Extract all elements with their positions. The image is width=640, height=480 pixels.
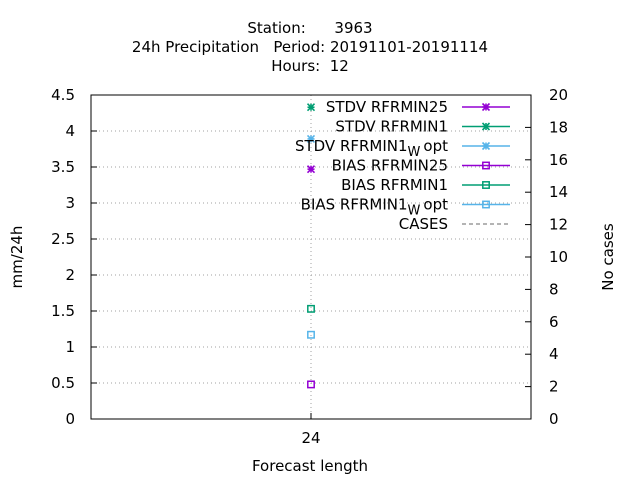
y-axis-ticks: 0 0.5 1 1.5 2 2.5 3 3.5 4 4.5	[51, 86, 97, 428]
y-tick-label: 0.5	[51, 374, 75, 392]
legend-suffix: opt	[423, 196, 448, 214]
x-axis-ticks: 24	[301, 413, 321, 447]
title-station: Station: 3963	[247, 19, 372, 37]
y-tick-label: 2.5	[51, 230, 75, 248]
point-bias-rfrmin25	[307, 380, 315, 389]
legend-marker-bias-rfrmin25	[482, 161, 490, 170]
point-bias-rfrmin1	[307, 304, 315, 313]
y-tick-label: 2	[65, 266, 75, 284]
legend-name: STDV RFRMIN1	[295, 137, 408, 155]
legend-label-stdv-rfrmin1: STDV RFRMIN1	[335, 118, 448, 136]
y-tick-label: 3.5	[51, 158, 75, 176]
y-tick-label: 1.5	[51, 302, 75, 320]
y2-tick-label: 0	[549, 410, 559, 428]
title-hours: Hours: 12	[271, 57, 349, 75]
y2-tick-label: 8	[549, 280, 559, 298]
legend-marker-stdv-rfrmin25	[481, 102, 491, 112]
legend-marker-stdv-rfrmin1	[481, 122, 491, 131]
y2-tick-label: 10	[549, 248, 568, 266]
legend-subscript: W	[408, 145, 421, 160]
legend-subscript: W	[408, 204, 421, 219]
y-tick-label: 1	[65, 338, 75, 356]
data-points	[306, 103, 316, 389]
legend-marker-bias-rfrmin1	[482, 181, 490, 189]
y-axis-label: mm/24h	[8, 226, 26, 289]
point-bias-rfrmin1-w-opt	[307, 330, 315, 339]
y2-tick-label: 16	[549, 151, 568, 169]
y2-tick-label: 12	[549, 216, 568, 234]
title-period: 24h Precipitation Period: 20191101-20191…	[132, 38, 488, 56]
legend-label-bias-rfrmin25: BIAS RFRMIN25	[332, 157, 448, 175]
y2-tick-label: 20	[549, 86, 568, 104]
legend-marker-stdv-rfrmin1-w-opt	[481, 141, 491, 151]
legend-name: BIAS RFRMIN1	[301, 196, 408, 214]
legend-label-stdv-rfrmin25: STDV RFRMIN25	[326, 98, 448, 116]
legend-label-stdv-rfrmin1-w-opt: STDV RFRMIN1W opt	[295, 137, 448, 160]
legend-name: STDV RFRMIN25	[326, 98, 448, 116]
legend-label-bias-rfrmin1-w-opt: BIAS RFRMIN1W opt	[301, 196, 448, 219]
legend-name: BIAS RFRMIN25	[332, 157, 448, 175]
y-tick-label: 4.5	[51, 86, 75, 104]
legend-label-bias-rfrmin1: BIAS RFRMIN1	[341, 176, 448, 194]
point-stdv-rfrmin1	[306, 103, 316, 112]
point-stdv-rfrmin1-w-opt	[306, 134, 316, 143]
legend-name: CASES	[399, 215, 448, 233]
x-axis-label: Forecast length	[252, 457, 368, 475]
y2-tick-label: 6	[549, 313, 559, 331]
y2-tick-label: 18	[549, 118, 568, 136]
y2-tick-label: 14	[549, 183, 568, 201]
legend-name: STDV RFRMIN1	[335, 118, 448, 136]
y-tick-label: 3	[65, 194, 75, 212]
legend-suffix: opt	[423, 137, 448, 155]
y-tick-label: 4	[65, 122, 75, 140]
y2-axis-ticks: 0 2 4 6 8 10 12 14 16 18 20	[525, 86, 568, 428]
y2-tick-label: 2	[549, 378, 559, 396]
y2-tick-label: 4	[549, 345, 559, 363]
legend-label-cases: CASES	[399, 215, 448, 233]
legend-marker-bias-rfrmin1-w-opt	[482, 200, 490, 209]
chart-title: Station: 3963 24h Precipitation Period: …	[132, 19, 488, 75]
y2-axis-label: No cases	[599, 223, 617, 291]
y-tick-label: 0	[65, 410, 75, 428]
point-stdv-rfrmin25	[306, 165, 316, 174]
legend-name: BIAS RFRMIN1	[341, 176, 448, 194]
x-tick-label: 24	[301, 429, 320, 447]
